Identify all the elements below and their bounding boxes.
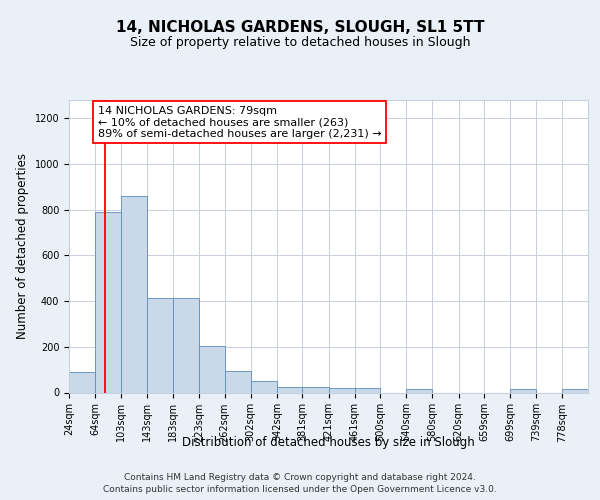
Bar bbox=[69, 372, 95, 392]
Text: Distribution of detached houses by size in Slough: Distribution of detached houses by size … bbox=[182, 436, 475, 449]
Bar bbox=[302, 387, 329, 392]
Text: 14 NICHOLAS GARDENS: 79sqm
← 10% of detached houses are smaller (263)
89% of sem: 14 NICHOLAS GARDENS: 79sqm ← 10% of deta… bbox=[98, 106, 382, 139]
Bar bbox=[562, 389, 588, 392]
Bar bbox=[277, 387, 302, 392]
Text: 14, NICHOLAS GARDENS, SLOUGH, SL1 5TT: 14, NICHOLAS GARDENS, SLOUGH, SL1 5TT bbox=[116, 20, 484, 35]
Y-axis label: Number of detached properties: Number of detached properties bbox=[16, 153, 29, 340]
Bar bbox=[406, 389, 433, 392]
Bar bbox=[199, 346, 224, 393]
Text: Size of property relative to detached houses in Slough: Size of property relative to detached ho… bbox=[130, 36, 470, 49]
Text: Contains public sector information licensed under the Open Government Licence v3: Contains public sector information licen… bbox=[103, 484, 497, 494]
Bar bbox=[355, 388, 380, 392]
Bar bbox=[121, 196, 147, 392]
Bar bbox=[147, 298, 173, 392]
Bar bbox=[95, 212, 121, 392]
Bar bbox=[251, 381, 277, 392]
Bar bbox=[224, 371, 251, 392]
Bar bbox=[510, 389, 536, 392]
Bar bbox=[173, 298, 199, 392]
Bar bbox=[329, 388, 355, 392]
Text: Contains HM Land Registry data © Crown copyright and database right 2024.: Contains HM Land Registry data © Crown c… bbox=[124, 473, 476, 482]
